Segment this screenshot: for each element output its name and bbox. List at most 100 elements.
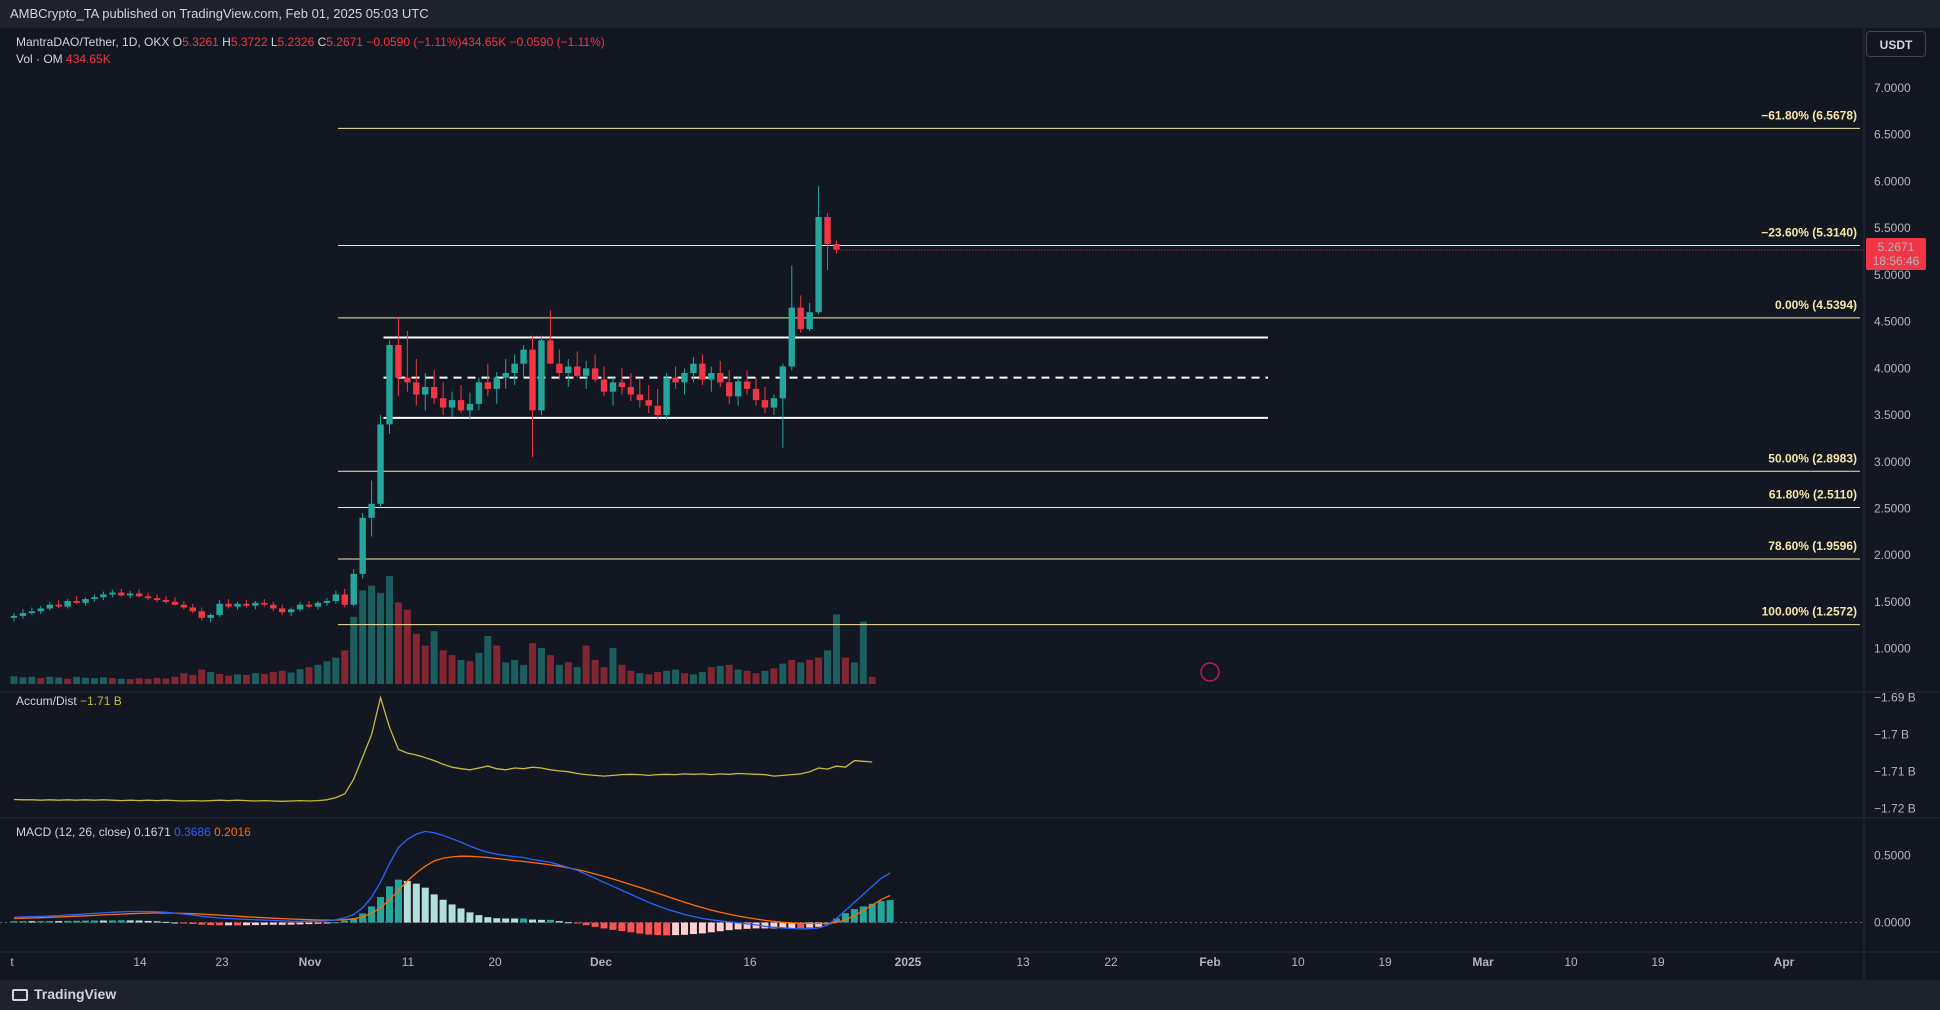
volume-bar bbox=[207, 672, 215, 684]
macd-histogram-bar bbox=[314, 922, 322, 924]
macd-line-value: 0.3686 bbox=[174, 825, 211, 839]
candle-body bbox=[368, 503, 375, 518]
candle-body bbox=[717, 373, 724, 383]
macd-histogram-bar bbox=[28, 921, 36, 923]
volume-bar bbox=[493, 645, 501, 684]
candle-body bbox=[779, 366, 787, 399]
volume-bar bbox=[546, 655, 554, 684]
macd-histogram-bar bbox=[609, 922, 617, 930]
candle-body bbox=[547, 340, 554, 364]
candle-body bbox=[663, 377, 670, 416]
candle-body bbox=[672, 377, 679, 383]
volume-bar bbox=[37, 678, 45, 684]
macd-histogram-bar bbox=[394, 879, 402, 923]
macd-histogram-bar bbox=[636, 922, 644, 934]
candle-body bbox=[520, 349, 527, 364]
candle-body bbox=[37, 608, 45, 612]
candle-body bbox=[600, 379, 608, 392]
time-tick-label: 22 bbox=[1104, 955, 1118, 969]
macd-histogram-bar bbox=[242, 922, 250, 926]
volume-bar bbox=[850, 662, 858, 684]
volume-bar bbox=[484, 636, 492, 684]
volume-bar bbox=[582, 645, 590, 684]
change-value: −0.0590 (−1.11%) bbox=[366, 35, 462, 49]
candle-body bbox=[305, 604, 313, 607]
volume-bar bbox=[654, 672, 662, 684]
candle-body bbox=[350, 573, 357, 605]
volume-bar bbox=[815, 657, 823, 684]
macd-histogram-bar bbox=[573, 922, 581, 924]
candle-body bbox=[46, 604, 53, 609]
macd-histogram-bar bbox=[189, 922, 197, 924]
ad-tick-label: −1.7 B bbox=[1874, 728, 1909, 742]
volume-bar bbox=[466, 661, 474, 684]
macd-histogram-bar bbox=[46, 921, 54, 923]
candle-body bbox=[28, 611, 36, 614]
macd-histogram-bar bbox=[260, 922, 268, 925]
volume-bar bbox=[788, 660, 796, 684]
tradingview-mark-icon bbox=[12, 989, 28, 1001]
macd-histogram-bar bbox=[832, 918, 840, 923]
volume-bar bbox=[743, 670, 751, 684]
open-label: O bbox=[172, 35, 183, 49]
volume-bar bbox=[46, 676, 54, 684]
macd-histogram-bar bbox=[287, 922, 295, 925]
volume-bar bbox=[439, 650, 447, 684]
macd-histogram-bar bbox=[126, 920, 134, 923]
close-value: 5.2671 bbox=[326, 35, 363, 49]
price-tick-label: 5.0000 bbox=[1874, 268, 1911, 282]
macd-histogram-bar bbox=[529, 919, 537, 923]
time-tick-label: 10 bbox=[1291, 955, 1305, 969]
volume-bar bbox=[64, 678, 72, 684]
macd-histogram-bar bbox=[377, 897, 385, 923]
macd-histogram-bar bbox=[64, 920, 72, 923]
price-tick-label: 6.0000 bbox=[1874, 174, 1911, 188]
macd-histogram-bar bbox=[412, 883, 420, 923]
macd-histogram-bar bbox=[484, 917, 492, 923]
volume-bar bbox=[636, 673, 644, 684]
currency-button[interactable]: USDT bbox=[1866, 31, 1926, 57]
volume-bar bbox=[716, 666, 724, 684]
ad-tick-label: −1.72 B bbox=[1874, 802, 1916, 816]
macd-histogram-bar bbox=[564, 922, 572, 924]
volume-bar bbox=[797, 662, 805, 684]
volume-value: 434.65K bbox=[461, 35, 507, 49]
volume-bar bbox=[609, 648, 617, 684]
volume-bar bbox=[385, 576, 393, 684]
volume-bar bbox=[377, 592, 385, 684]
macd-histogram-bar bbox=[806, 922, 814, 928]
ad-tick-label: −1.71 B bbox=[1874, 765, 1916, 779]
volume-bar bbox=[189, 674, 197, 684]
macd-histogram-bar bbox=[466, 912, 474, 923]
volume-bar bbox=[537, 648, 545, 684]
macd-histogram-bar bbox=[663, 922, 671, 936]
volume-bar bbox=[394, 602, 402, 684]
macd-histogram-bar bbox=[511, 918, 519, 923]
candle-body bbox=[466, 403, 474, 411]
low-label: L bbox=[270, 35, 278, 49]
volume-bar bbox=[287, 672, 295, 684]
time-tick-label: 10 bbox=[1564, 955, 1578, 969]
volume-legend-value: 434.65K bbox=[66, 52, 111, 66]
volume-bar bbox=[171, 676, 179, 684]
macd-histogram-bar bbox=[743, 922, 751, 929]
macd-title: MACD (12, 26, close) bbox=[16, 825, 131, 839]
time-tick-label: 19 bbox=[1651, 955, 1665, 969]
macd-histogram-bar bbox=[716, 922, 724, 932]
macd-histogram-bar bbox=[681, 922, 688, 935]
macd-histogram-bar bbox=[135, 920, 143, 923]
volume-bar bbox=[725, 664, 733, 684]
macd-histogram-bar bbox=[73, 920, 81, 923]
macd-histogram-bar bbox=[269, 922, 277, 925]
macd-histogram-bar bbox=[359, 913, 367, 923]
candle-body bbox=[699, 363, 706, 380]
chart-frame bbox=[0, 28, 1940, 980]
price-tick-label: 4.5000 bbox=[1874, 315, 1911, 329]
candle-body bbox=[404, 377, 411, 383]
candle-body bbox=[708, 373, 715, 380]
candle-body bbox=[582, 368, 590, 376]
candle-body bbox=[10, 615, 18, 618]
candle-body bbox=[323, 600, 331, 603]
candle-body bbox=[806, 312, 813, 330]
